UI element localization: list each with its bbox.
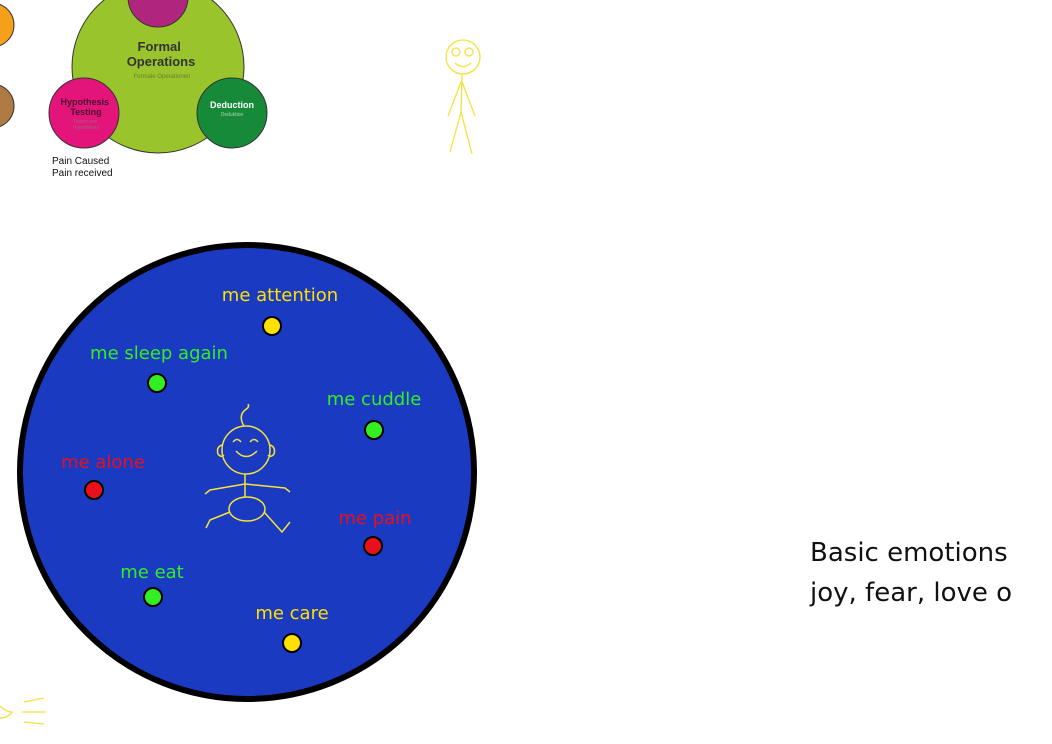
formal-operations-subtitle: Formale Operationen — [134, 74, 191, 80]
need-dot — [143, 587, 163, 607]
need-item: me sleep again — [90, 343, 228, 393]
baby-figure — [204, 403, 291, 534]
emotions-list: joy, fear, love o — [810, 578, 1013, 608]
need-dot — [363, 536, 383, 556]
need-item: me alone — [61, 452, 145, 500]
orange-partial-circle — [0, 3, 15, 47]
need-item: me pain — [338, 508, 412, 556]
deduction-circle — [196, 77, 268, 149]
needs-circle — [17, 242, 477, 702]
formal-title-line2: Operations — [127, 54, 196, 69]
need-label: me eat — [120, 562, 184, 583]
hypothesis-title-line2: Testing — [70, 107, 101, 117]
formal-title-line1: Formal — [138, 39, 181, 54]
need-label: me sleep again — [90, 343, 228, 364]
hypothesis-subtitle-line1: Testen von — [73, 119, 97, 125]
need-dot — [262, 316, 282, 336]
need-label: me alone — [61, 452, 145, 473]
need-dot — [147, 373, 167, 393]
need-label: me attention — [222, 285, 338, 306]
brown-partial-circle — [0, 84, 15, 128]
deduction-title: Deduction — [210, 100, 254, 110]
caption-line-1: Pain Caused — [52, 156, 110, 167]
top-child-circle — [127, 0, 189, 28]
need-dot — [84, 480, 104, 500]
need-item: me eat — [120, 562, 184, 607]
need-item: me cuddle — [327, 389, 422, 440]
hypothesis-subtitle: Testen von Hypothesen — [73, 119, 100, 131]
hypothesis-title-line1: Hypothesis — [60, 97, 109, 107]
stick-figure-adult — [445, 39, 481, 155]
hypothesis-subtitle-line2: Hypothesen — [73, 125, 100, 131]
need-item: me attention — [222, 285, 338, 336]
deduction-subtitle: Deduktion — [221, 112, 244, 118]
need-item: me care — [255, 603, 329, 653]
need-label: me cuddle — [327, 389, 422, 410]
caption-line-2: Pain received — [52, 168, 113, 179]
need-dot — [364, 420, 384, 440]
emotions-heading: Basic emotions — [810, 538, 1008, 568]
hypothesis-title: Hypothesis Testing — [60, 97, 111, 117]
hypothesis-testing-circle — [48, 77, 120, 149]
sun-fragment-drawing — [0, 697, 46, 725]
need-label: me pain — [338, 508, 411, 529]
need-dot — [282, 633, 302, 653]
need-label: me care — [255, 603, 328, 624]
formal-operations-title: Formal Operations — [127, 39, 196, 69]
